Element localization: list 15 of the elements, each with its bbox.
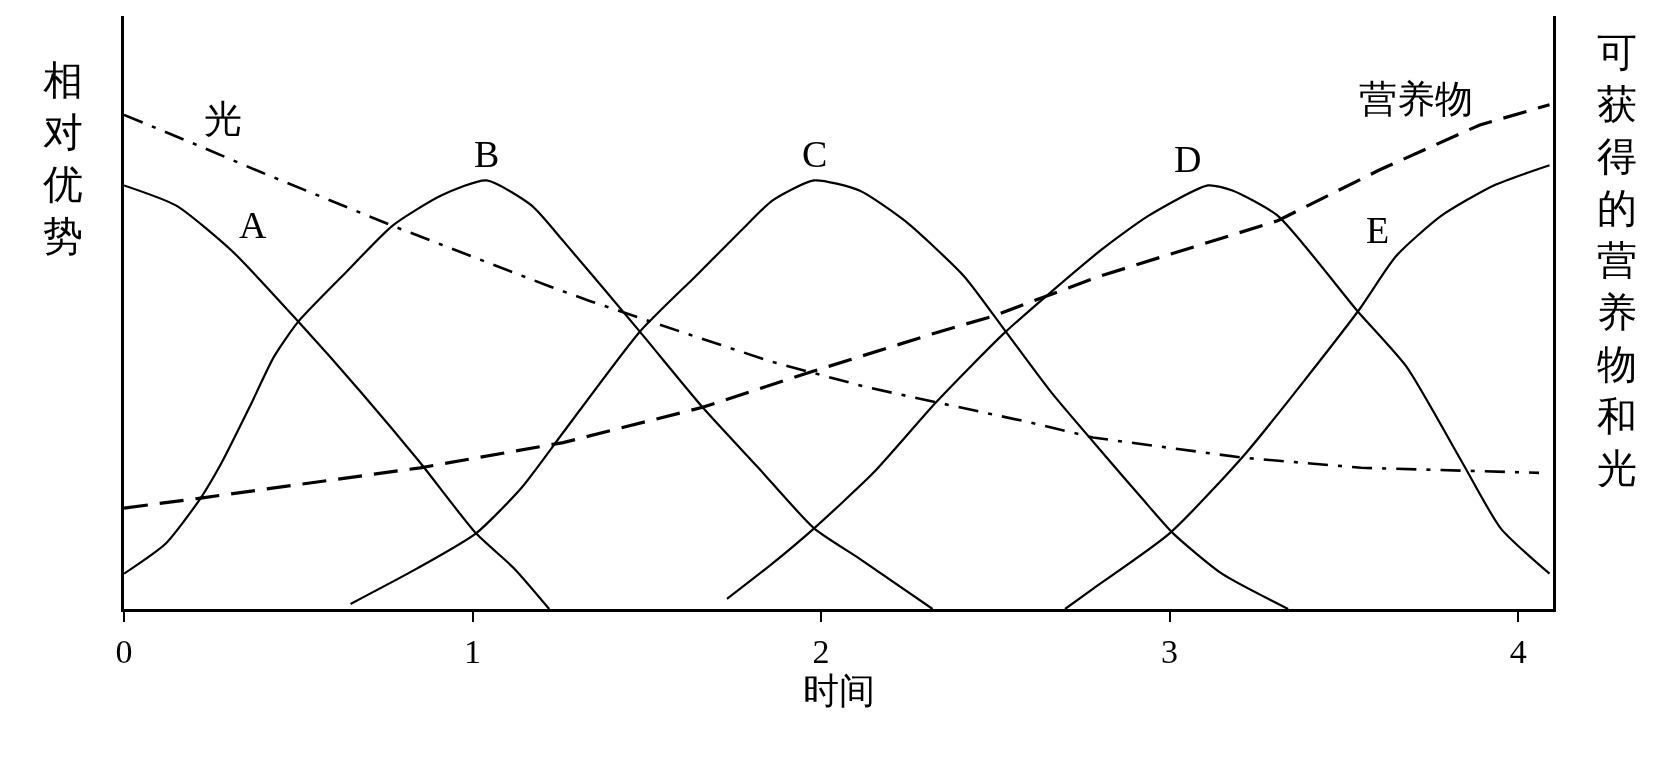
annotation: E xyxy=(1366,209,1390,251)
annotation: A xyxy=(239,204,267,246)
x-tick-label: 2 xyxy=(812,632,830,670)
annotation: 营养物 xyxy=(1359,78,1473,120)
x-tick-label: 4 xyxy=(1509,632,1527,670)
annotation: D xyxy=(1174,138,1202,180)
y-axis-title: 相对优势 xyxy=(43,58,83,259)
x-tick-label: 0 xyxy=(115,632,133,670)
x-tick-label: 1 xyxy=(464,632,482,670)
text: 可获得的营养物和光 xyxy=(1597,30,1637,491)
x-tick-label: 3 xyxy=(1161,632,1179,670)
annotation: 光 xyxy=(204,98,242,140)
annotation: B xyxy=(474,133,500,175)
annotation: C xyxy=(802,133,828,175)
x-axis-title: 时间 xyxy=(802,671,875,712)
